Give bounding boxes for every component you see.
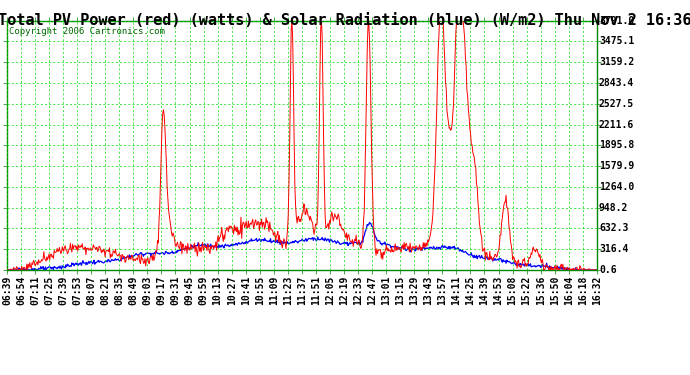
Text: 3159.2: 3159.2	[599, 57, 634, 67]
Text: 07:25: 07:25	[44, 276, 54, 305]
Text: 10:13: 10:13	[213, 276, 223, 305]
Text: 2527.5: 2527.5	[599, 99, 634, 109]
Text: 12:47: 12:47	[367, 276, 377, 305]
Text: 07:39: 07:39	[58, 276, 68, 305]
Text: 11:37: 11:37	[297, 276, 307, 305]
Text: 08:35: 08:35	[115, 276, 124, 305]
Text: Copyright 2006 Cartronics.com: Copyright 2006 Cartronics.com	[9, 27, 164, 36]
Text: 3791.0: 3791.0	[599, 16, 634, 26]
Text: 13:15: 13:15	[395, 276, 405, 305]
Text: 2211.6: 2211.6	[599, 120, 634, 129]
Text: 14:53: 14:53	[493, 276, 504, 305]
Text: 09:31: 09:31	[170, 276, 181, 305]
Text: 16:04: 16:04	[564, 276, 574, 305]
Text: 10:55: 10:55	[255, 276, 265, 305]
Text: 1264.0: 1264.0	[599, 182, 634, 192]
Text: 15:50: 15:50	[550, 276, 560, 305]
Text: 09:03: 09:03	[142, 276, 152, 305]
Text: 13:29: 13:29	[409, 276, 420, 305]
Text: 1579.9: 1579.9	[599, 161, 634, 171]
Text: 16:32: 16:32	[592, 276, 602, 305]
Text: 10:27: 10:27	[226, 276, 237, 305]
Text: 13:43: 13:43	[423, 276, 433, 305]
Text: 06:39: 06:39	[2, 276, 12, 305]
Text: 11:23: 11:23	[283, 276, 293, 305]
Text: 09:45: 09:45	[184, 276, 195, 305]
Text: 632.3: 632.3	[599, 224, 629, 234]
Text: 08:21: 08:21	[100, 276, 110, 305]
Text: 1895.8: 1895.8	[599, 140, 634, 150]
Text: 10:41: 10:41	[241, 276, 250, 305]
Text: 12:19: 12:19	[339, 276, 349, 305]
Text: 08:07: 08:07	[86, 276, 96, 305]
Text: 15:36: 15:36	[535, 276, 546, 305]
Text: 948.2: 948.2	[599, 202, 629, 213]
Text: 12:33: 12:33	[353, 276, 363, 305]
Text: 14:39: 14:39	[480, 276, 489, 305]
Text: 09:17: 09:17	[157, 276, 166, 305]
Text: 14:25: 14:25	[466, 276, 475, 305]
Text: 16:18: 16:18	[578, 276, 588, 305]
Text: 0.6: 0.6	[599, 265, 617, 275]
Text: 15:08: 15:08	[508, 276, 518, 305]
Text: 12:05: 12:05	[325, 276, 335, 305]
Text: 11:51: 11:51	[311, 276, 321, 305]
Text: 06:54: 06:54	[16, 276, 26, 305]
Text: 07:11: 07:11	[30, 276, 40, 305]
Text: Total PV Power (red) (watts) & Solar Radiation (blue) (W/m2) Thu Nov 2 16:36: Total PV Power (red) (watts) & Solar Rad…	[0, 13, 690, 28]
Text: 14:11: 14:11	[451, 276, 462, 305]
Text: 09:59: 09:59	[199, 276, 208, 305]
Text: 2843.4: 2843.4	[599, 78, 634, 88]
Text: 11:09: 11:09	[269, 276, 279, 305]
Text: 13:57: 13:57	[437, 276, 447, 305]
Text: 08:49: 08:49	[128, 276, 138, 305]
Text: 15:22: 15:22	[522, 276, 531, 305]
Text: 13:01: 13:01	[381, 276, 391, 305]
Text: 3475.1: 3475.1	[599, 36, 634, 46]
Text: 07:53: 07:53	[72, 276, 82, 305]
Text: 316.4: 316.4	[599, 244, 629, 254]
